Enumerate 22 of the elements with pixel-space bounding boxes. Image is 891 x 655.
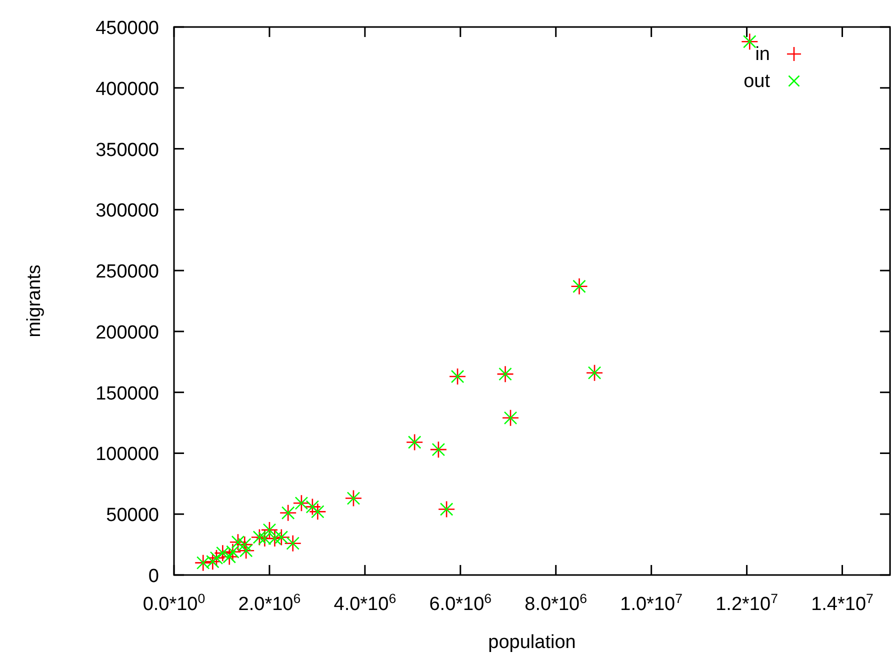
x-tick-label: 1.2*10$^{7}$ (716, 590, 778, 615)
y-tick-label: 200000 (96, 322, 159, 344)
x-tick-label: 8.0*10$^{6}$ (524, 590, 588, 615)
y-tick-label: 300000 (96, 200, 159, 222)
y-tick-label: 150000 (96, 383, 159, 404)
y-tick-label: 350000 (96, 140, 159, 161)
y-tick-label: 250000 (96, 262, 159, 283)
y-tick-label: 50000 (106, 505, 159, 526)
x-tick-label: 2.0*10$^{6}$ (238, 590, 301, 615)
x-tick-label: 6.0*10$^{6}$ (429, 590, 492, 615)
x-tick-label: 1.0*10$^{7}$ (620, 590, 683, 615)
y-tick-label: 100000 (96, 444, 159, 466)
y-tick-label: 0 (148, 566, 159, 587)
x-tick-label: 0.0*10$^{0}$ (142, 590, 206, 615)
x-tick-label: 1.4*10$^{7}$ (811, 590, 874, 615)
legend-label: in (755, 44, 770, 65)
y-tick-label: 450000 (96, 18, 159, 39)
legend-label: out (744, 71, 771, 92)
y-axis-title: migrants (24, 264, 45, 338)
x-tick-label: 4.0*10$^{6}$ (334, 590, 396, 615)
x-axis-title: population (488, 632, 576, 653)
y-tick-label: 400000 (96, 78, 159, 100)
